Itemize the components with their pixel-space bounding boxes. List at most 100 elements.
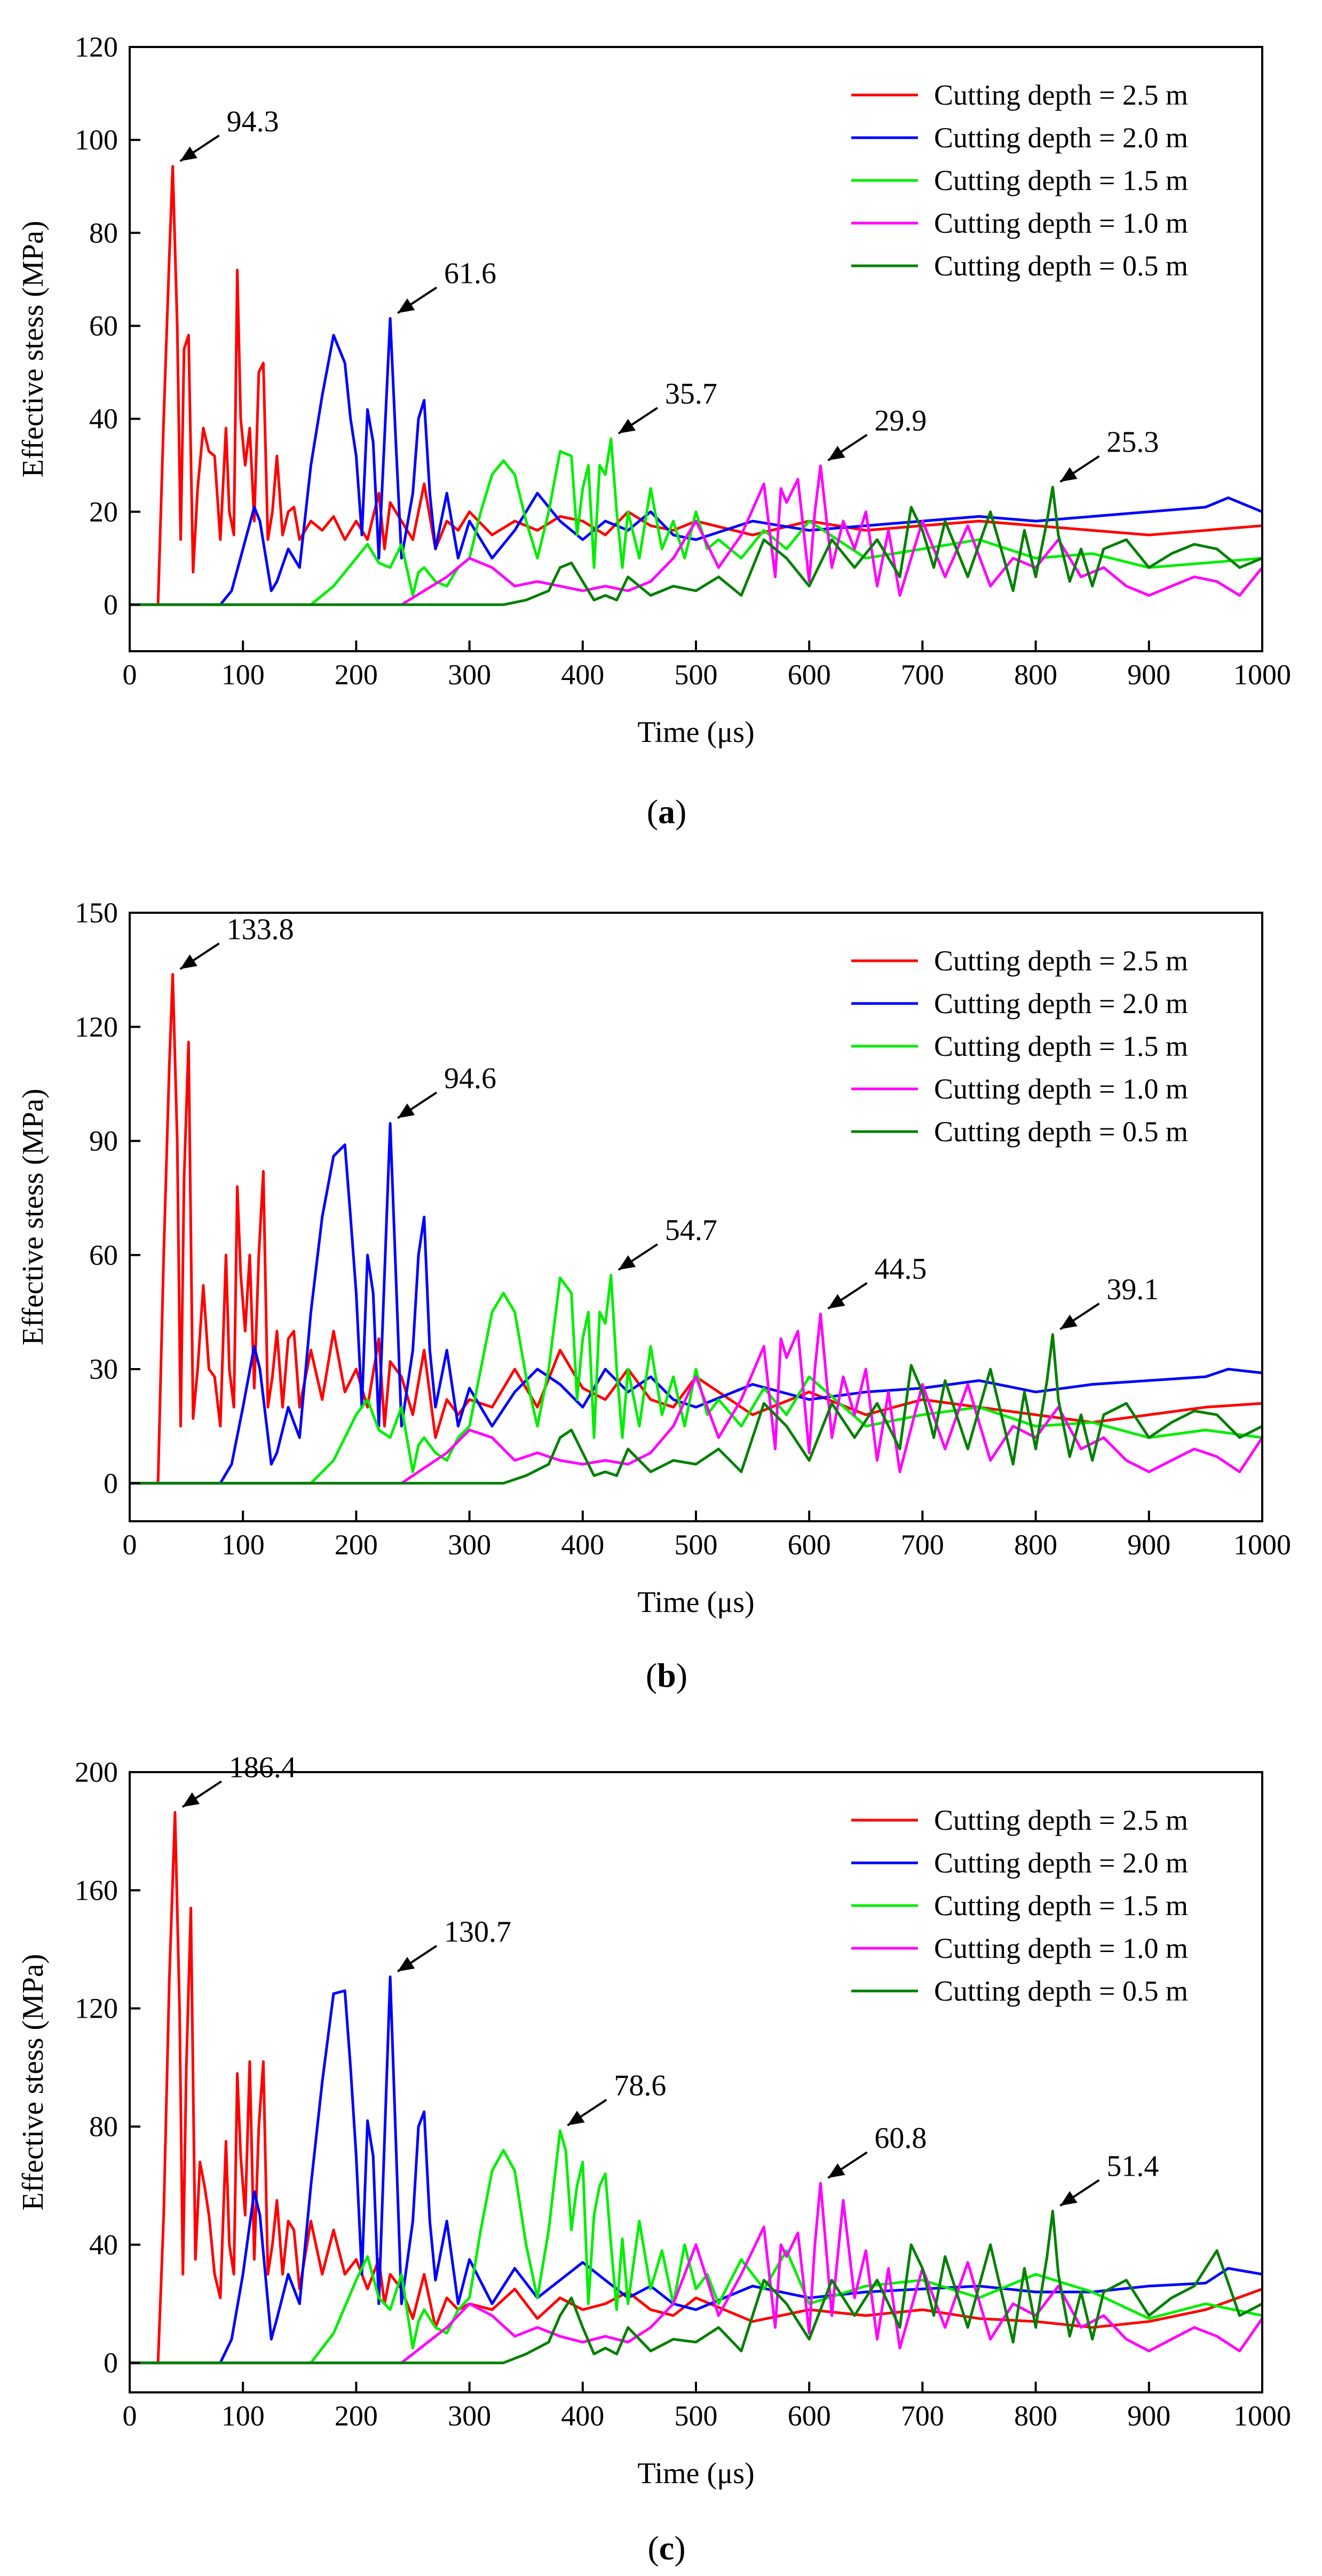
peak-label-3: 78.6	[614, 2069, 666, 2103]
y-tick-label: 0	[104, 1467, 118, 1499]
legend-label-1: Cutting depth = 2.5 m	[934, 1804, 1188, 1836]
x-tick-label: 100	[221, 1529, 265, 1561]
x-tick-label: 500	[675, 659, 718, 691]
y-tick-label: 200	[75, 1756, 118, 1788]
x-tick-label: 700	[901, 1529, 944, 1561]
peak-label-1: 94.3	[227, 105, 279, 138]
legend-label-4: Cutting depth = 1.0 m	[934, 1073, 1188, 1105]
annotation-arrowhead	[398, 298, 415, 313]
x-tick-label: 300	[448, 659, 491, 691]
x-tick-label: 100	[221, 659, 265, 691]
annotation-arrowhead	[1060, 1314, 1078, 1330]
x-tick-label: 500	[675, 2400, 718, 2432]
series-line-1	[130, 1811, 1262, 2365]
annotation-arrowhead	[618, 1255, 636, 1270]
panel-caption: (b)	[646, 1656, 687, 1694]
annotation-arrowhead	[182, 1792, 200, 1807]
x-tick-label: 900	[1127, 2400, 1170, 2432]
annotation-arrowhead	[567, 2111, 585, 2125]
x-tick-label: 0	[123, 1529, 137, 1561]
legend-label-4: Cutting depth = 1.0 m	[934, 207, 1188, 239]
x-axis-title: Time (μs)	[637, 2457, 754, 2490]
series-line-2	[130, 1976, 1262, 2365]
panel-caption: (a)	[647, 793, 687, 831]
peak-label-5: 51.4	[1106, 2150, 1159, 2183]
x-tick-label: 100	[221, 2400, 265, 2432]
y-axis-title: Effective stess (MPa)	[17, 1954, 50, 2210]
x-tick-label: 0	[123, 2400, 137, 2432]
x-tick-label: 1000	[1233, 2400, 1291, 2432]
annotation-arrowhead	[618, 418, 636, 434]
peak-label-2: 94.6	[444, 1062, 496, 1095]
annotation-arrowhead	[828, 2163, 845, 2178]
x-tick-label: 700	[901, 659, 944, 691]
x-tick-label: 600	[788, 1529, 831, 1561]
y-tick-label: 160	[75, 1874, 118, 1906]
peak-label-4: 44.5	[874, 1253, 927, 1286]
x-axis-title: Time (μs)	[637, 716, 754, 749]
x-axis-title: Time (μs)	[637, 1586, 754, 1619]
series-line-3	[130, 2129, 1262, 2365]
series-line-3	[130, 1274, 1262, 1485]
series-line-3	[130, 437, 1262, 606]
legend-label-5: Cutting depth = 0.5 m	[934, 1116, 1188, 1148]
x-tick-label: 200	[335, 2400, 378, 2432]
y-tick-label: 0	[104, 589, 118, 621]
peak-label-1: 133.8	[227, 913, 294, 946]
y-tick-label: 30	[89, 1353, 118, 1385]
legend-label-2: Cutting depth = 2.0 m	[934, 122, 1188, 154]
peak-label-3: 35.7	[665, 377, 717, 410]
legend-label-1: Cutting depth = 2.5 m	[934, 79, 1188, 111]
series-line-4	[130, 1313, 1262, 1485]
y-tick-label: 80	[89, 217, 118, 249]
annotation-arrowhead	[828, 446, 845, 461]
panel-caption: (c)	[647, 2529, 685, 2567]
legend-label-2: Cutting depth = 2.0 m	[934, 987, 1188, 1020]
x-tick-label: 600	[788, 2400, 831, 2432]
peak-label-2: 130.7	[444, 1915, 511, 1948]
x-tick-label: 700	[901, 2400, 944, 2432]
peak-label-4: 29.9	[874, 405, 927, 438]
y-tick-label: 0	[104, 2347, 118, 2379]
series-line-1	[130, 973, 1262, 1485]
legend-label-5: Cutting depth = 0.5 m	[934, 1975, 1188, 2007]
peak-label-5: 25.3	[1106, 426, 1159, 459]
chart-panel-b: 0 100 200 300 400 500 600 700 800 900 1000 0 30 60 90 1…	[17, 897, 1291, 1694]
series-line-2	[130, 317, 1262, 606]
y-tick-label: 80	[89, 2111, 118, 2143]
legend-label-3: Cutting depth = 1.5 m	[934, 164, 1188, 196]
legend-label-1: Cutting depth = 2.5 m	[934, 945, 1188, 977]
series-line-4	[130, 464, 1262, 606]
y-tick-label: 40	[89, 403, 118, 435]
y-axis-title: Effective stess (MPa)	[17, 1088, 50, 1345]
annotation-arrowhead	[1060, 467, 1078, 482]
x-tick-label: 1000	[1233, 1529, 1291, 1561]
x-tick-label: 800	[1014, 1529, 1057, 1561]
peak-label-5: 39.1	[1106, 1273, 1159, 1306]
series-line-5	[130, 2209, 1262, 2365]
legend-label-3: Cutting depth = 1.5 m	[934, 1030, 1188, 1062]
x-tick-label: 400	[561, 1529, 604, 1561]
legend-label-2: Cutting depth = 2.0 m	[934, 1847, 1188, 1879]
y-tick-label: 90	[89, 1125, 118, 1157]
annotation-arrowhead	[1060, 2191, 1078, 2206]
legend-label-3: Cutting depth = 1.5 m	[934, 1890, 1188, 1922]
x-tick-label: 800	[1014, 2400, 1057, 2432]
x-tick-label: 500	[675, 1529, 718, 1561]
peak-label-3: 54.7	[665, 1214, 717, 1247]
x-tick-label: 400	[561, 2400, 604, 2432]
y-tick-label: 120	[75, 1993, 118, 2025]
chart-panel-a: 0 100 200 300 400 500 600 700 800 900 1000 0 20 40 60 8…	[17, 31, 1291, 831]
annotation-arrowhead	[398, 1103, 415, 1118]
annotation-arrowhead	[180, 954, 197, 969]
series-line-5	[130, 486, 1262, 606]
y-axis-title: Effective stess (MPa)	[17, 220, 50, 477]
x-tick-label: 600	[788, 659, 831, 691]
peak-label-2: 61.6	[444, 257, 496, 290]
x-tick-label: 0	[123, 659, 137, 691]
series-line-5	[130, 1333, 1262, 1485]
y-tick-label: 20	[89, 496, 118, 528]
x-tick-label: 900	[1127, 659, 1170, 691]
series-line-2	[130, 1122, 1262, 1485]
